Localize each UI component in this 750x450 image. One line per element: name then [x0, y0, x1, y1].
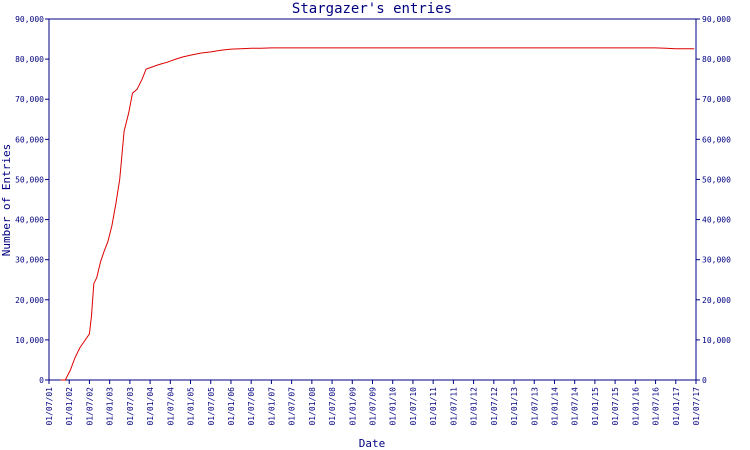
- x-tick-label: 01/01/09: [348, 387, 357, 426]
- x-tick-label: 01/07/05: [207, 387, 216, 426]
- x-tick-label: 01/01/07: [267, 387, 276, 426]
- y-tick-label-left: 10,000: [15, 336, 44, 345]
- x-tick-label: 01/01/04: [146, 387, 155, 426]
- x-tick-label: 01/01/17: [672, 387, 681, 426]
- series-line-entries: [60, 47, 695, 381]
- x-tick-label: 01/01/02: [65, 387, 74, 426]
- x-tick-label: 01/07/11: [449, 387, 458, 426]
- y-tick-label-right: 30,000: [702, 256, 731, 265]
- x-tick-label: 01/07/01: [45, 387, 54, 426]
- y-tick-label-right: 80,000: [702, 55, 731, 64]
- series-layer: [60, 47, 695, 381]
- x-tick-label: 01/07/16: [652, 387, 661, 426]
- x-tick-label: 01/07/14: [571, 387, 580, 426]
- y-tick-label-left: 20,000: [15, 296, 44, 305]
- x-axis: 01/07/01 01/01/02 01/07/02 01/01/03 01/07/03…: [45, 380, 701, 426]
- y-tick-label-left: 50,000: [15, 175, 44, 184]
- y-axis-right: 0 10,000 20,000 30,000 40,000 50,000 60,000 70,…: [696, 15, 731, 385]
- y-tick-label-right: 70,000: [702, 95, 731, 104]
- x-tick-label: 01/01/12: [470, 387, 479, 426]
- y-tick-label-right: 10,000: [702, 336, 731, 345]
- x-tick-label: 01/01/14: [550, 387, 559, 426]
- plot-frame: [48, 18, 697, 381]
- y-axis-left: 0 10,000 20,000 30,000 40,000 50,000 60,000 70,…: [15, 15, 49, 385]
- y-tick-label-left: 80,000: [15, 55, 44, 64]
- x-tick-label: 01/07/02: [85, 387, 94, 426]
- x-axis-label: Date: [359, 437, 386, 450]
- y-tick-label-left: 40,000: [15, 216, 44, 225]
- x-tick-label: 01/07/09: [369, 387, 378, 426]
- x-tick-label: 01/01/11: [429, 387, 438, 426]
- x-tick-label: 01/07/17: [692, 387, 701, 426]
- y-tick-label-right: 50,000: [702, 175, 731, 184]
- x-tick-label: 01/01/06: [227, 387, 236, 426]
- x-tick-label: 01/01/16: [631, 387, 640, 426]
- y-tick-label-left: 90,000: [15, 15, 44, 24]
- x-tick-label: 01/01/13: [510, 387, 519, 426]
- y-tick-label-left: 0: [39, 376, 44, 385]
- x-tick-label: 01/01/15: [591, 387, 600, 426]
- x-tick-label: 01/07/03: [126, 387, 135, 426]
- x-tick-label: 01/07/08: [328, 387, 337, 426]
- y-tick-label-left: 60,000: [15, 135, 44, 144]
- x-tick-label: 01/01/03: [106, 387, 115, 426]
- x-tick-label: 01/07/04: [166, 387, 175, 426]
- x-tick-label: 01/07/10: [409, 387, 418, 426]
- y-tick-label-left: 70,000: [15, 95, 44, 104]
- y-tick-label-right: 90,000: [702, 15, 731, 24]
- y-tick-label-right: 0: [702, 376, 707, 385]
- y-tick-label-left: 30,000: [15, 256, 44, 265]
- x-tick-label: 01/07/12: [490, 387, 499, 426]
- x-tick-label: 01/01/10: [389, 387, 398, 426]
- y-axis-label: Number of Entries: [0, 144, 13, 257]
- x-tick-label: 01/07/06: [247, 387, 256, 426]
- y-tick-label-right: 40,000: [702, 216, 731, 225]
- x-tick-label: 01/07/15: [611, 387, 620, 426]
- y-tick-label-right: 20,000: [702, 296, 731, 305]
- x-tick-label: 01/01/08: [308, 387, 317, 426]
- x-tick-label: 01/07/07: [288, 387, 297, 426]
- chart-title: Stargazer's entries: [292, 1, 452, 17]
- x-tick-label: 01/07/13: [530, 387, 539, 426]
- x-tick-label: 01/01/05: [187, 387, 196, 426]
- y-tick-label-right: 60,000: [702, 135, 731, 144]
